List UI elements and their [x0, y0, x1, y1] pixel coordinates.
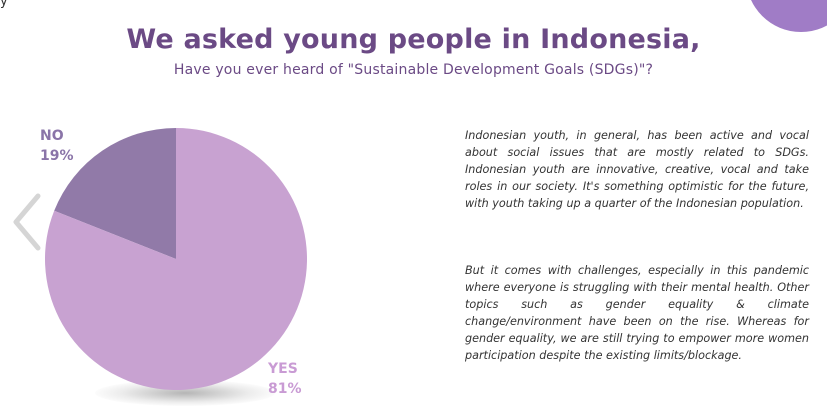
slice-label-no: NO 19%: [40, 126, 74, 166]
page-title: We asked young people in Indonesia,: [126, 24, 701, 55]
slice-label-yes-name: YES: [268, 361, 298, 377]
chevron-left-icon[interactable]: [10, 192, 44, 252]
slice-label-yes: YES 81%: [268, 359, 302, 399]
paragraph-challenges: But it comes with challenges, especially…: [465, 264, 809, 362]
clipped-top-text: y: [0, 0, 8, 9]
slice-label-no-value: 19%: [40, 148, 74, 164]
pie-slice-no: [54, 128, 176, 259]
slice-label-yes-value: 81%: [268, 381, 302, 397]
slice-label-no-name: NO: [40, 128, 64, 144]
paragraph-youth-active: Indonesian youth, in general, has been a…: [465, 129, 809, 210]
page-subtitle: Have you ever heard of "Sustainable Deve…: [173, 62, 654, 78]
pie-slice-yes: [45, 128, 308, 390]
